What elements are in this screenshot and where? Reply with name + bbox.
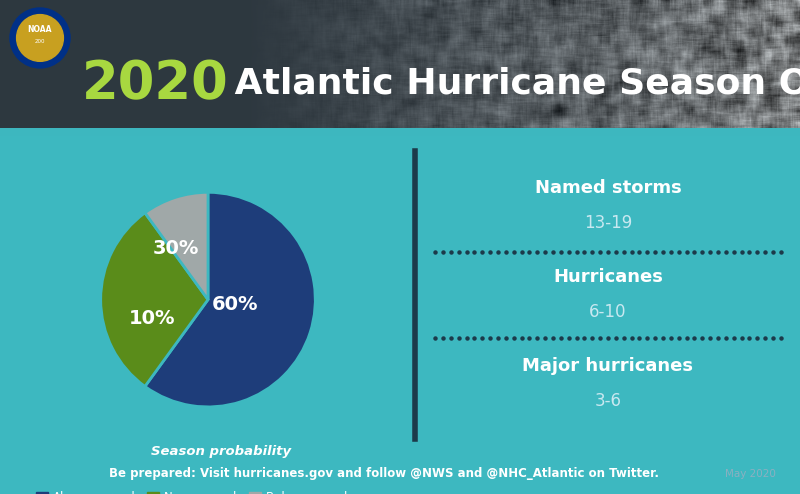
Text: 3-6: 3-6 (594, 392, 622, 410)
Text: 30%: 30% (153, 239, 199, 257)
Text: 13-19: 13-19 (584, 214, 632, 232)
Wedge shape (145, 192, 208, 299)
Text: NOAA: NOAA (28, 26, 52, 35)
Text: 6-10: 6-10 (590, 303, 626, 321)
Text: 60%: 60% (211, 295, 258, 315)
Text: Named storms: Named storms (534, 179, 682, 197)
Legend: Above-normal, Near-normal, Below-normal season: Above-normal, Near-normal, Below-normal … (31, 486, 397, 494)
Text: 2020: 2020 (82, 58, 229, 110)
Circle shape (10, 8, 70, 68)
Text: Be prepared: Visit hurricanes.gov and follow @NWS and @NHC_Atlantic on Twitter.: Be prepared: Visit hurricanes.gov and fo… (109, 467, 659, 480)
Wedge shape (145, 192, 315, 407)
Text: 200: 200 (34, 40, 46, 44)
Wedge shape (101, 213, 208, 386)
Text: May 2020: May 2020 (725, 469, 776, 479)
Circle shape (17, 15, 63, 61)
Text: 10%: 10% (129, 309, 175, 329)
Text: Hurricanes: Hurricanes (553, 268, 663, 286)
Text: Major hurricanes: Major hurricanes (522, 357, 694, 375)
Text: Atlantic Hurricane Season Outlook: Atlantic Hurricane Season Outlook (222, 67, 800, 101)
Text: Season probability: Season probability (151, 446, 291, 458)
